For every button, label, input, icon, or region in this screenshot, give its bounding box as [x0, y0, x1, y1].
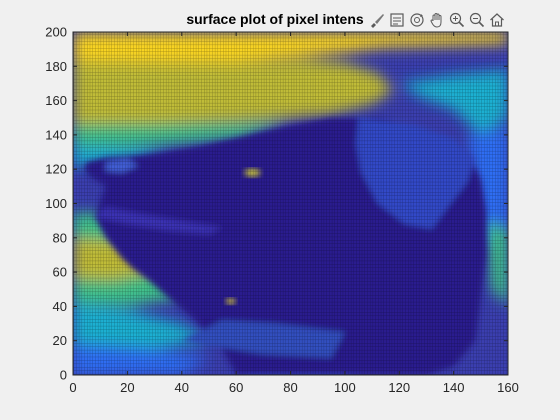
y-tick-label: 60 — [53, 265, 67, 280]
x-tick-label: 120 — [388, 380, 410, 395]
x-tick-label: 20 — [120, 380, 134, 395]
zoom-out-icon — [468, 11, 486, 29]
y-tick-label: 120 — [45, 162, 67, 177]
y-tick-label: 80 — [53, 230, 67, 245]
surface-image — [73, 32, 508, 375]
x-tick-label: 80 — [283, 380, 297, 395]
rotate-button[interactable] — [408, 10, 426, 30]
pan-hand-icon — [428, 11, 446, 29]
y-tick-label: 40 — [53, 299, 67, 314]
home-icon — [488, 11, 506, 29]
y-tick-label: 140 — [45, 127, 67, 142]
y-tick-label: 200 — [45, 25, 67, 40]
y-tick-label: 100 — [45, 196, 67, 211]
brush-button[interactable] — [368, 10, 386, 30]
legend-button[interactable] — [388, 10, 406, 30]
zoom-out-button[interactable] — [468, 10, 486, 30]
x-tick-label: 100 — [334, 380, 356, 395]
chart-title: surface plot of pixel intens — [186, 11, 364, 27]
y-tick-label: 0 — [60, 368, 67, 383]
home-button[interactable] — [488, 10, 506, 30]
x-tick-label: 60 — [229, 380, 243, 395]
x-axis: 0 20 40 60 80 100 120 140 160 — [69, 32, 519, 395]
axes-toolbar — [368, 9, 506, 31]
x-tick-label: 0 — [69, 380, 76, 395]
x-tick-label: 140 — [443, 380, 465, 395]
x-tick-label: 160 — [497, 380, 519, 395]
rotate-3d-icon — [408, 11, 426, 29]
brush-icon — [368, 11, 386, 29]
y-tick-label: 160 — [45, 93, 67, 108]
pan-button[interactable] — [428, 10, 446, 30]
legend-icon — [388, 11, 406, 29]
x-tick-label: 40 — [175, 380, 189, 395]
y-axis: 0 20 40 60 80 100 120 140 160 180 200 — [45, 25, 508, 383]
y-tick-label: 20 — [53, 333, 67, 348]
y-tick-label: 180 — [45, 59, 67, 74]
zoom-in-button[interactable] — [448, 10, 466, 30]
zoom-in-icon — [448, 11, 466, 29]
